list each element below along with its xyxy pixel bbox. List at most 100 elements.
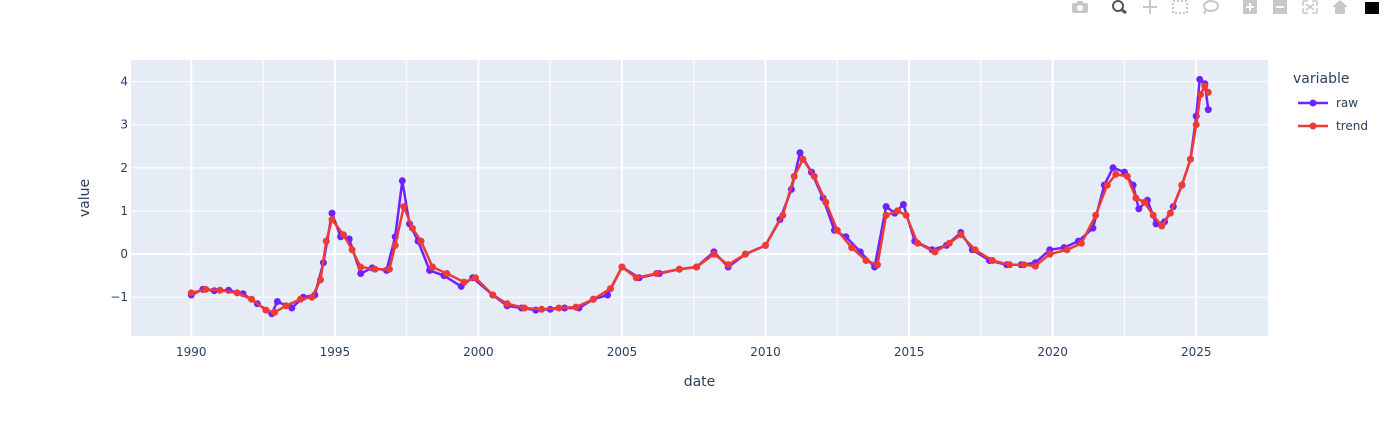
data-point-trend[interactable] xyxy=(741,250,749,258)
data-point-trend[interactable] xyxy=(1178,181,1186,189)
data-point-trend[interactable] xyxy=(724,261,732,269)
data-point-trend[interactable] xyxy=(328,216,336,224)
data-point-raw[interactable] xyxy=(1109,164,1117,172)
legend[interactable]: variable raw trend xyxy=(1293,71,1368,133)
data-point-raw[interactable] xyxy=(1135,205,1143,213)
data-point-trend[interactable] xyxy=(618,263,626,271)
data-point-raw[interactable] xyxy=(288,304,296,312)
data-point-trend[interactable] xyxy=(1197,91,1204,98)
data-point-trend[interactable] xyxy=(317,276,324,284)
data-point-trend[interactable] xyxy=(555,304,563,312)
data-point-trend[interactable] xyxy=(914,239,922,247)
data-point-trend[interactable] xyxy=(1112,170,1120,178)
reset-axes-icon[interactable] xyxy=(1325,0,1355,14)
data-point-trend[interactable] xyxy=(1204,88,1212,96)
zoom-in-icon[interactable] xyxy=(1235,0,1265,14)
data-point-trend[interactable] xyxy=(187,289,195,297)
data-point-trend[interactable] xyxy=(262,306,270,314)
data-point-trend[interactable] xyxy=(1063,246,1071,254)
data-point-trend[interactable] xyxy=(538,305,546,313)
data-point-trend[interactable] xyxy=(607,285,614,293)
data-point-trend[interactable] xyxy=(931,248,939,256)
data-point-trend[interactable] xyxy=(1187,155,1194,163)
data-point-trend[interactable] xyxy=(472,274,479,282)
data-point-raw[interactable] xyxy=(328,209,336,217)
data-point-trend[interactable] xyxy=(675,265,683,273)
data-point-trend[interactable] xyxy=(1046,250,1054,258)
data-point-trend[interactable] xyxy=(429,263,436,271)
legend-item-raw[interactable]: raw xyxy=(1298,96,1358,110)
data-point-trend[interactable] xyxy=(572,303,580,311)
data-point-trend[interactable] xyxy=(1132,194,1140,202)
data-point-raw[interactable] xyxy=(604,291,612,299)
data-point-trend[interactable] xyxy=(400,203,408,211)
data-point-trend[interactable] xyxy=(503,300,511,308)
data-point-trend[interactable] xyxy=(848,244,856,252)
data-point-trend[interactable] xyxy=(460,278,468,286)
data-point-trend[interactable] xyxy=(710,250,718,258)
data-point-trend[interactable] xyxy=(357,263,365,271)
data-point-trend[interactable] xyxy=(322,237,330,245)
data-point-trend[interactable] xyxy=(408,224,416,232)
data-point-trend[interactable] xyxy=(216,286,224,294)
data-point-raw[interactable] xyxy=(398,177,406,185)
data-point-trend[interactable] xyxy=(1149,211,1157,219)
data-point-trend[interactable] xyxy=(391,241,399,249)
data-point-trend[interactable] xyxy=(282,302,290,310)
box-select-icon[interactable] xyxy=(1165,0,1195,14)
data-point-trend[interactable] xyxy=(790,172,798,180)
data-point-raw[interactable] xyxy=(882,203,890,211)
data-point-trend[interactable] xyxy=(417,237,425,245)
data-point-trend[interactable] xyxy=(1020,261,1028,269)
data-point-trend[interactable] xyxy=(894,207,902,215)
data-point-trend[interactable] xyxy=(822,198,830,206)
zoom-out-icon[interactable] xyxy=(1265,0,1295,14)
data-point-trend[interactable] xyxy=(385,265,393,273)
zoom-icon[interactable] xyxy=(1105,0,1135,14)
data-point-trend[interactable] xyxy=(779,211,787,219)
data-point-trend[interactable] xyxy=(988,257,996,264)
data-point-raw[interactable] xyxy=(796,149,804,157)
data-point-trend[interactable] xyxy=(340,231,347,239)
data-point-trend[interactable] xyxy=(1141,198,1148,206)
data-point-trend[interactable] xyxy=(520,304,528,312)
data-point-raw[interactable] xyxy=(1204,106,1212,114)
data-point-trend[interactable] xyxy=(1123,172,1131,180)
data-point-trend[interactable] xyxy=(248,295,256,303)
data-point-trend[interactable] xyxy=(308,293,316,301)
data-point-trend[interactable] xyxy=(799,155,807,163)
data-point-trend[interactable] xyxy=(882,211,890,219)
data-point-trend[interactable] xyxy=(862,257,870,264)
data-point-raw[interactable] xyxy=(899,201,907,208)
data-point-trend[interactable] xyxy=(874,261,881,269)
data-point-trend[interactable] xyxy=(1166,209,1174,217)
data-point-trend[interactable] xyxy=(233,289,241,297)
data-point-trend[interactable] xyxy=(693,263,701,271)
data-point-trend[interactable] xyxy=(1092,211,1100,219)
data-point-trend[interactable] xyxy=(489,291,497,299)
data-point-trend[interactable] xyxy=(1077,239,1085,247)
data-point-raw[interactable] xyxy=(1196,75,1204,83)
data-point-trend[interactable] xyxy=(271,308,279,316)
data-point-trend[interactable] xyxy=(762,241,769,249)
data-point-trend[interactable] xyxy=(652,270,660,277)
pan-icon[interactable] xyxy=(1135,0,1165,14)
data-point-trend[interactable] xyxy=(632,274,640,282)
data-point-trend[interactable] xyxy=(945,239,953,247)
plotly-logo-icon[interactable] xyxy=(1355,0,1385,14)
data-point-trend[interactable] xyxy=(1201,82,1209,90)
autoscale-icon[interactable] xyxy=(1295,0,1325,14)
data-point-trend[interactable] xyxy=(810,172,818,180)
data-point-trend[interactable] xyxy=(833,226,841,234)
data-point-trend[interactable] xyxy=(348,246,356,254)
data-point-raw[interactable] xyxy=(273,298,281,305)
camera-icon[interactable] xyxy=(1065,0,1095,14)
lasso-icon[interactable] xyxy=(1195,0,1225,14)
data-point-trend[interactable] xyxy=(202,285,210,293)
data-point-trend[interactable] xyxy=(1192,121,1200,129)
data-point-trend[interactable] xyxy=(971,246,979,254)
data-point-trend[interactable] xyxy=(589,295,597,303)
data-point-trend[interactable] xyxy=(1031,262,1039,270)
data-point-trend[interactable] xyxy=(1103,181,1111,189)
data-point-trend[interactable] xyxy=(1006,261,1014,269)
